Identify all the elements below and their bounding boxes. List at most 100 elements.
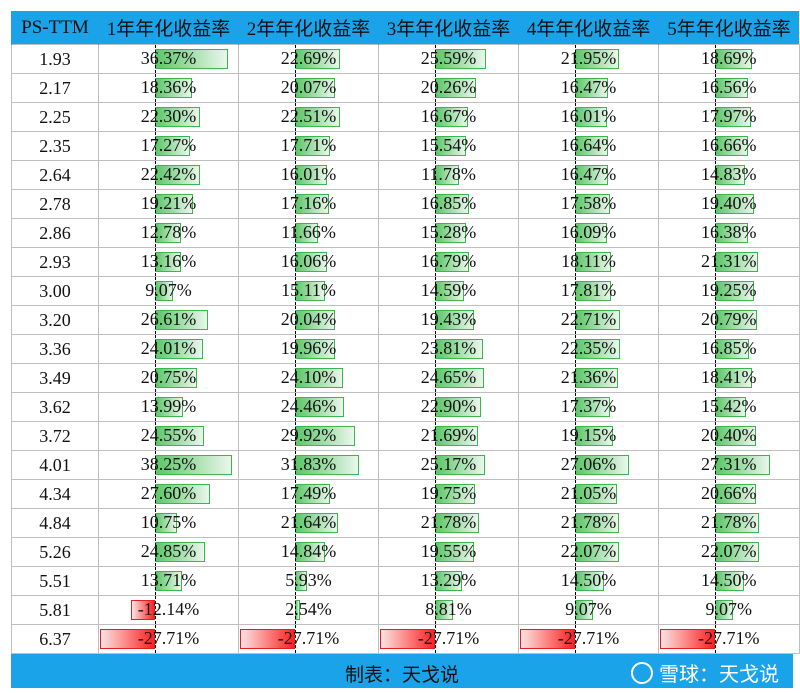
zero-axis-line — [295, 277, 296, 305]
return-cell: 23.81% — [378, 334, 519, 364]
return-cell: 2.54% — [238, 595, 379, 625]
return-cell: 15.54% — [378, 131, 519, 161]
return-value-label: -27.71% — [277, 628, 340, 648]
table-row: 4.84 10.75% 21.64% 21.78% 21.78% 21.78% — [11, 508, 800, 538]
return-cell: 19.55% — [378, 537, 519, 567]
return-cell: 8.81% — [378, 595, 519, 625]
return-cell: 22.90% — [378, 392, 519, 422]
return-cell: 20.04% — [238, 305, 379, 335]
return-value-label: 13.71% — [140, 570, 197, 590]
return-cell: 21.31% — [658, 247, 800, 277]
return-cell: 21.78% — [658, 508, 800, 538]
return-cell: 36.37% — [98, 44, 239, 74]
ps-ttm-cell: 4.84 — [11, 508, 99, 538]
return-bar-negative — [130, 600, 155, 620]
return-value-label: 24.46% — [280, 396, 337, 416]
zero-axis-line — [295, 625, 296, 653]
return-value-label: 24.65% — [420, 367, 477, 387]
zero-axis-line — [155, 596, 156, 624]
return-value-label: 16.56% — [701, 77, 757, 97]
zero-axis-line — [435, 219, 436, 247]
zero-axis-line — [575, 625, 576, 653]
zero-axis-line — [295, 161, 296, 189]
watermark: 雪球：天戈说 — [631, 658, 779, 687]
zero-axis-line — [295, 306, 296, 334]
return-cell: 22.51% — [238, 102, 379, 132]
return-cell: 19.15% — [518, 421, 659, 451]
return-cell: 17.37% — [518, 392, 659, 422]
zero-axis-line — [715, 364, 716, 392]
return-cell: 16.09% — [518, 218, 659, 248]
return-cell: 19.43% — [378, 305, 519, 335]
return-value-label: 22.69% — [280, 48, 337, 68]
return-value-label: 17.16% — [280, 193, 337, 213]
zero-axis-line — [575, 509, 576, 537]
return-cell: 21.69% — [378, 421, 519, 451]
zero-axis-line — [575, 132, 576, 160]
return-cell: 19.75% — [378, 479, 519, 509]
ps-ttm-cell: 4.34 — [11, 479, 99, 509]
return-value-label: 27.31% — [701, 454, 757, 474]
zero-axis-line — [435, 509, 436, 537]
return-value-label: -27.71% — [698, 628, 760, 648]
ps-ttm-cell: 2.17 — [11, 73, 99, 103]
return-cell: 16.79% — [378, 247, 519, 277]
zero-axis-line — [435, 277, 436, 305]
return-value-label: 22.90% — [420, 396, 477, 416]
return-value-label: 24.10% — [280, 367, 337, 387]
return-value-label: 16.79% — [420, 251, 477, 271]
zero-axis-line — [155, 364, 156, 392]
return-cell: 15.11% — [238, 276, 379, 306]
return-value-label: 11.78% — [421, 164, 476, 184]
zero-axis-line — [435, 364, 436, 392]
table-row: 2.93 13.16% 16.06% 16.79% 18.11% 21.31% — [11, 247, 800, 277]
return-value-label: 14.50% — [560, 570, 617, 590]
return-cell: 20.66% — [658, 479, 800, 509]
return-cell: 9.07% — [98, 276, 239, 306]
zero-axis-line — [155, 335, 156, 363]
table-row: 2.64 22.42% 16.01% 11.78% 16.47% 14.83% — [11, 160, 800, 190]
return-bar-negative — [379, 629, 435, 649]
zero-axis-line — [155, 190, 156, 218]
return-cell: 27.60% — [98, 479, 239, 509]
return-value-label: 24.01% — [140, 338, 197, 358]
zero-axis-line — [155, 509, 156, 537]
return-value-label: 18.11% — [561, 251, 616, 271]
return-value-label: 16.66% — [701, 135, 757, 155]
return-cell: 24.85% — [98, 537, 239, 567]
return-cell: 13.71% — [98, 566, 239, 596]
zero-axis-line — [155, 74, 156, 102]
return-cell: 22.71% — [518, 305, 659, 335]
return-value-label: 11.66% — [281, 222, 336, 242]
zero-axis-line — [155, 219, 156, 247]
ps-ttm-cell: 6.37 — [11, 624, 99, 654]
zero-axis-line — [435, 480, 436, 508]
zero-axis-line — [435, 596, 436, 624]
zero-axis-line — [575, 364, 576, 392]
return-value-label: 5.93% — [285, 570, 332, 590]
return-cell: 10.75% — [98, 508, 239, 538]
return-value-label: 16.47% — [560, 77, 617, 97]
table-row: 5.81 -12.14% 2.54% 8.81% 9.07% 9.07% — [11, 595, 800, 625]
zero-axis-line — [295, 335, 296, 363]
zero-axis-line — [295, 45, 296, 73]
zero-axis-line — [155, 567, 156, 595]
return-cell: 21.05% — [518, 479, 659, 509]
column-header-1y: 1年年化收益率 — [98, 11, 239, 45]
return-value-label: 16.01% — [280, 164, 337, 184]
return-cell: -27.71% — [658, 624, 800, 654]
zero-axis-line — [155, 538, 156, 566]
return-cell: 14.83% — [658, 160, 800, 190]
table-footer: 制表：天戈说 雪球：天戈说 — [11, 654, 793, 688]
table-row: 4.34 27.60% 17.49% 19.75% 21.05% 20.66% — [11, 479, 800, 509]
return-value-label: 22.30% — [140, 106, 197, 126]
return-value-label: 21.36% — [560, 367, 617, 387]
return-cell: 18.41% — [658, 363, 800, 393]
return-cell: 5.93% — [238, 566, 379, 596]
zero-axis-line — [295, 364, 296, 392]
return-cell: 19.25% — [658, 276, 800, 306]
return-value-label: 38.25% — [140, 454, 197, 474]
zero-axis-line — [155, 161, 156, 189]
column-header-4y: 4年年化收益率 — [518, 11, 659, 45]
return-value-label: 8.81% — [425, 599, 472, 619]
